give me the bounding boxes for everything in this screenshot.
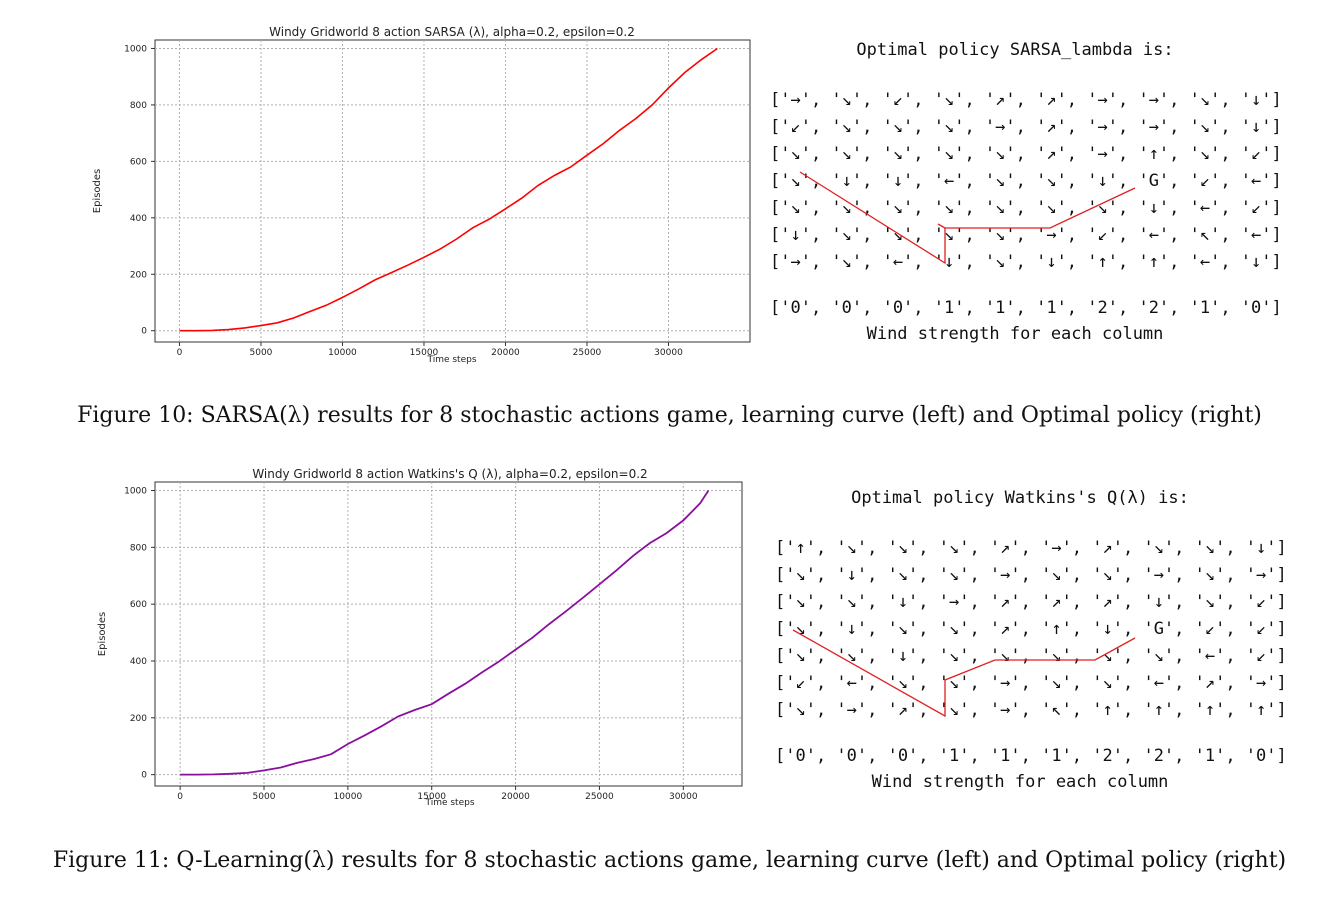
y-tick-label: 200 [130,270,147,280]
x-ticks: 0 5000 10000 15000 20000 25000 30000 [177,786,698,802]
y-tick-label: 600 [130,157,147,167]
x-tick-label: 20000 [491,348,520,358]
x-tick-label: 0 [177,792,183,802]
x-tick-label: 5000 [250,348,273,358]
x-tick-label: 15000 [417,792,446,802]
wind-strength-row: ['0', '0', '0', '1', '1', '1', '2', '2',… [775,746,1287,766]
policy-row: ['↓', '↘', '↘', '↘', '↘', '→', '↙', '←',… [770,225,1282,245]
x-tick-label: 30000 [654,348,683,358]
y-tick-label: 400 [130,657,147,667]
episodes-curve [179,47,718,332]
policy-row: ['↘', '↘', '↘', '↘', '↘', '↘', '↘', '↓',… [770,198,1282,218]
chart-title: Windy Gridworld 8 action Watkins's Q (λ)… [252,467,647,481]
wind-caption: Wind strength for each column [871,772,1169,792]
y-tick-label: 800 [130,101,147,111]
y-tick-label: 800 [130,543,147,553]
policy-title: Optimal policy SARSA_lambda is: [856,40,1174,60]
x-tick-label: 10000 [328,348,357,358]
plot-frame [154,481,743,787]
y-axis-label: Episodes [92,169,103,213]
policy-row: ['→', '↘', '←', '↓', '↘', '↓', '↑', '↑',… [770,252,1282,272]
chart-title: Windy Gridworld 8 action SARSA (λ), alph… [269,25,635,39]
policy-row: ['↘', '↘', '↓', '↘', '↘', '↘', '↘', '↘',… [775,646,1287,666]
figure-caption: Figure 11: Q-Learning(λ) results for 8 s… [52,848,1287,873]
wind-caption: Wind strength for each column [866,324,1164,344]
policy-row: ['→', '↘', '↙', '↘', '↗', '↗', '→', '→',… [770,90,1282,110]
policy-row: ['↑', '↘', '↘', '↘', '↗', '→', '↗', '↘',… [775,538,1287,558]
optimal-path-line [792,629,1136,718]
y-ticks: 0 200 400 600 800 1000 [124,44,155,337]
x-tick-label: 30000 [669,792,698,802]
grid [155,482,742,786]
policy-row: ['↘', '↓', '↘', '↘', '↗', '↑', '↓', 'G',… [775,619,1287,639]
x-ticks: 0 5000 10000 15000 20000 25000 30000 [177,342,683,358]
plot-frame [154,39,751,343]
grid [155,40,750,342]
x-tick-label: 0 [177,348,183,358]
policy-panel-watkins: Optimal policy Watkins's Q(λ) is: ['↑', … [775,488,1287,798]
optimal-path-overlay [799,171,1136,265]
y-tick-label: 400 [130,214,147,224]
x-tick-label: 25000 [573,348,602,358]
y-tick-label: 600 [130,600,147,610]
x-tick-label: 25000 [585,792,614,802]
optimal-path-overlay [792,629,1136,718]
learning-curve-chart-sarsa: Windy Gridworld 8 action SARSA (λ), alph… [92,25,751,365]
policy-row: ['↘', '→', '↗', '↘', '→', '↖', '↑', '↑',… [775,700,1287,720]
policy-row: ['↙', '↘', '↘', '↘', '→', '↗', '→', '→',… [770,117,1282,137]
x-axis-label: Time steps [426,355,476,365]
policy-row: ['↘', '↓', '↘', '↘', '→', '↘', '↘', '→',… [775,565,1287,585]
y-tick-label: 1000 [124,44,147,54]
policy-row: ['↘', '↘', '↘', '↘', '↘', '↗', '→', '↑',… [770,144,1282,164]
y-tick-label: 0 [141,771,147,781]
y-tick-label: 0 [141,327,147,337]
episodes-curve [180,490,710,776]
y-tick-label: 200 [130,714,147,724]
x-axis-label: Time steps [424,798,474,808]
y-ticks: 0 200 400 600 800 1000 [124,487,155,781]
x-tick-label: 5000 [253,792,276,802]
policy-row: ['↘', '↘', '↓', '→', '↗', '↗', '↗', '↓',… [775,592,1287,612]
learning-curve-chart-watkins: Windy Gridworld 8 action Watkins's Q (λ)… [97,467,743,808]
policy-row: ['↘', '↓', '↓', '←', '↘', '↘', '↓', 'G',… [770,171,1282,191]
optimal-path-line [937,223,946,229]
optimal-path-line [799,171,1136,265]
figure-caption: Figure 10: SARSA(λ) results for 8 stocha… [77,403,1262,428]
x-tick-label: 10000 [334,792,363,802]
x-tick-label: 15000 [410,348,439,358]
y-tick-label: 1000 [124,487,147,497]
wind-strength-row: ['0', '0', '0', '1', '1', '1', '2', '2',… [770,298,1282,318]
policy-panel-sarsa: Optimal policy SARSA_lambda is: ['→', '↘… [770,40,1282,350]
policy-title: Optimal policy Watkins's Q(λ) is: [851,488,1189,508]
x-tick-label: 20000 [501,792,530,802]
y-axis-label: Episodes [97,612,108,656]
